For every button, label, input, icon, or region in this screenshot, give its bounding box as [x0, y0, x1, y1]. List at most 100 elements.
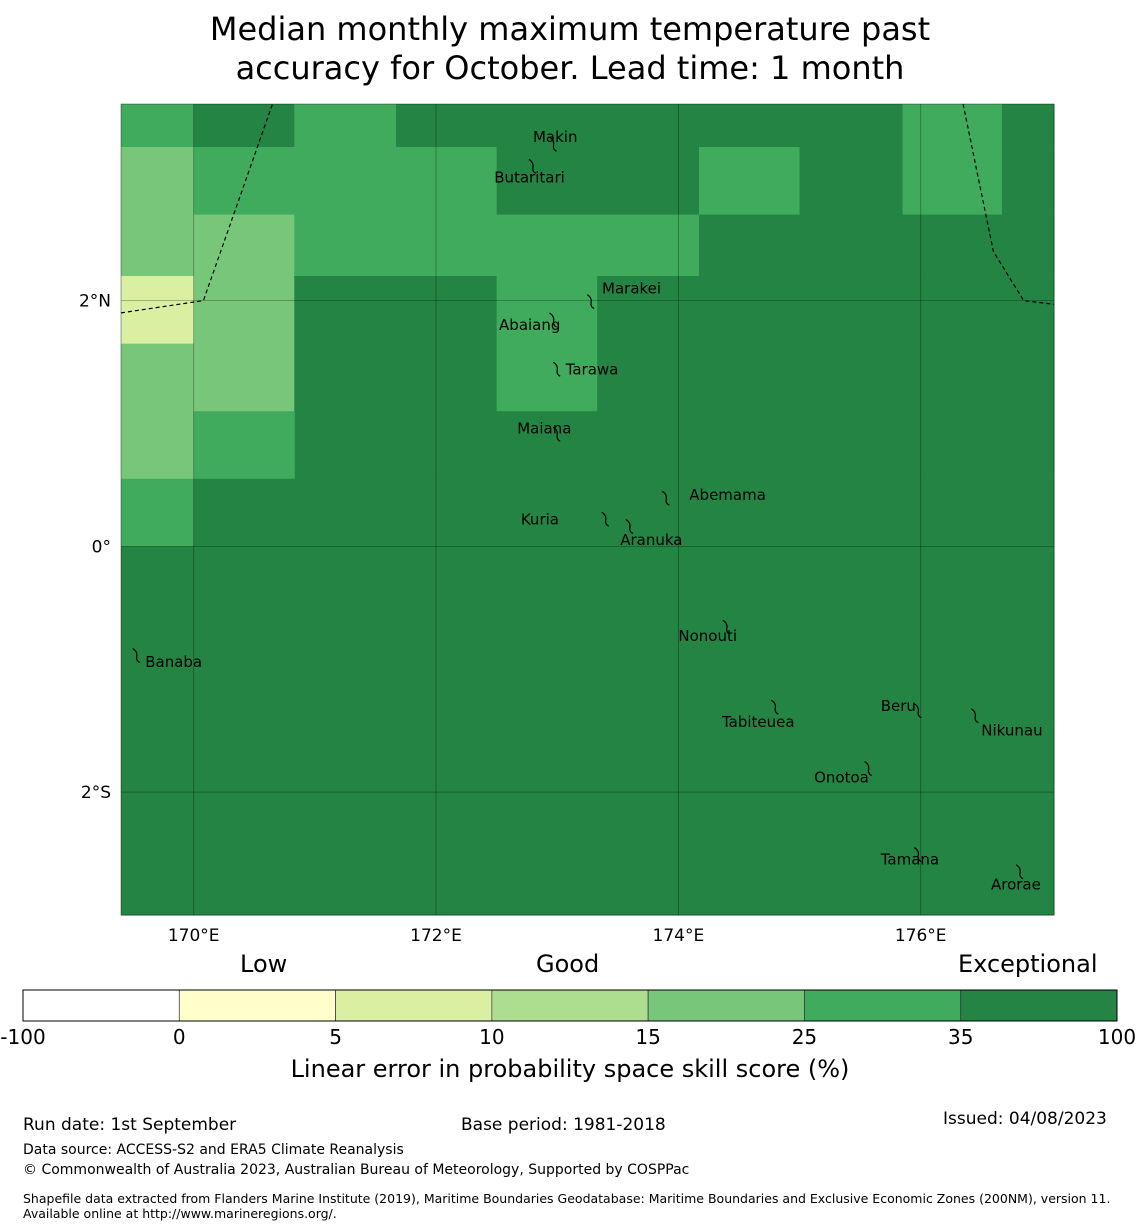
map-title-line-2: accuracy for October. Lead time: 1 month [235, 49, 905, 87]
island-label-nonouti: Nonouti [678, 627, 737, 645]
colorbar-segment-5 [804, 989, 962, 1022]
colorbar-tick-label: 100 [1097, 1025, 1137, 1049]
island-outline-aranuka [625, 518, 634, 535]
copyright: © Commonwealth of Australia 2023, Austra… [23, 1162, 690, 1178]
island-label-banaba: Banaba [145, 653, 202, 671]
shapefile-credit: Shapefile data extracted from Flanders M… [23, 1191, 1111, 1221]
island-label-tarawa: Tarawa [565, 360, 619, 378]
skill-cell-23 [193, 411, 295, 480]
island-outline-banaba [132, 647, 141, 664]
island-label-aranuka: Aranuka [620, 531, 682, 549]
lon-tick-label-172: 172°E [410, 926, 462, 946]
colorbar-segment-0 [22, 989, 180, 1022]
skill-cell-8 [496, 147, 700, 216]
island-label-butaritari: Butaritari [494, 169, 565, 187]
island-outline-marakei [586, 294, 595, 310]
colorbar-tick-label: 25 [791, 1025, 818, 1049]
island-outline-abemama [661, 490, 670, 506]
data-source: Data source: ACCESS-S2 and ERA5 Climate … [23, 1142, 404, 1158]
island-label-tamana: Tamana [880, 851, 939, 869]
skill-cell-3 [396, 104, 904, 148]
colorbar-frame [22, 989, 1118, 1022]
island-label-nikunau: Nikunau [981, 722, 1042, 740]
skill-cell-26 [193, 478, 1055, 547]
colorbar-tick-label: -100 [0, 1025, 46, 1049]
skill-cell-7 [193, 147, 498, 216]
skill-cell-18 [193, 276, 295, 412]
island-label-marakei: Marakei [602, 279, 661, 297]
skill-cell-4 [902, 104, 1003, 148]
skill-cell-10 [799, 147, 904, 216]
colorbar-word-good: Good [536, 950, 600, 978]
skill-cell-27 [121, 546, 1055, 916]
skill-cell-0 [121, 104, 195, 148]
island-outline-nonouti [722, 619, 731, 635]
skill-cell-22 [121, 343, 195, 480]
island-outline-makin [549, 136, 557, 152]
colorbar-tick-label: 5 [329, 1025, 342, 1049]
colorbar-segment-3 [491, 989, 649, 1022]
island-outline-beru [913, 703, 922, 719]
colorbar-segment-2 [335, 989, 493, 1022]
island-outline-maiana [552, 426, 561, 442]
island-outline-onotoa [864, 761, 872, 777]
skill-cell-5 [1001, 104, 1055, 148]
skill-cell-1 [193, 104, 295, 148]
island-outline-tarawa [552, 361, 561, 377]
lat-tick-label--2: 2°S [81, 783, 111, 803]
map-title-line-1: Median monthly maximum temperature past [209, 10, 931, 48]
colorbar-tick-label: 0 [172, 1025, 186, 1049]
colorbar-tick-label: 10 [479, 1025, 505, 1049]
skill-cell-21 [597, 276, 1055, 480]
base-period: Base period: 1981-2018 [461, 1115, 666, 1135]
skill-cell-25 [121, 478, 195, 547]
map-frame [120, 103, 1055, 916]
island-label-maiana: Maiana [517, 419, 571, 437]
colorbar-segment-4 [647, 989, 805, 1022]
lat-tick-label-0: 0° [92, 537, 111, 557]
island-outline-arorae [1015, 864, 1024, 880]
issued-date: Issued: 04/08/2023 [943, 1109, 1107, 1129]
skill-cell-13 [121, 214, 195, 277]
map-title: Median monthly maximum temperature past … [0, 10, 1140, 88]
island-label-makin: Makin [533, 128, 578, 146]
lon-tick-label-174: 174°E [653, 926, 705, 946]
skill-cell-20 [496, 276, 598, 412]
skill-cell-17 [121, 276, 195, 345]
island-outline-kuria [601, 511, 609, 527]
island-outline-abaiang [549, 312, 557, 328]
colorbar-word-low: Low [240, 950, 288, 978]
skill-cell-9 [698, 147, 801, 216]
island-label-onotoa: Onotoa [814, 768, 869, 786]
skill-cell-11 [902, 147, 1003, 216]
colorbar-segment-1 [178, 989, 336, 1022]
skill-cell-16 [698, 214, 1055, 277]
colorbar-axis-label: Linear error in probability space skill … [290, 1055, 850, 1083]
skill-cell-14 [193, 214, 295, 277]
lon-tick-label-176: 176°E [895, 926, 947, 946]
skill-cell-15 [294, 214, 700, 277]
island-label-arorae: Arorae [991, 875, 1041, 893]
island-outline-butaritari [528, 158, 537, 174]
island-label-tabiteuea: Tabiteuea [721, 713, 795, 731]
skill-cell-24 [496, 411, 598, 480]
island-label-kuria: Kuria [521, 510, 559, 528]
colorbar-tick-label: 35 [947, 1025, 974, 1049]
colorbar-tick-label: 15 [635, 1025, 661, 1049]
skill-cell-2 [294, 104, 397, 148]
colorbar-segment-6 [960, 989, 1118, 1022]
skill-cell-19 [294, 276, 498, 480]
skill-cell-6 [121, 147, 195, 216]
lat-tick-label-2: 2°N [79, 292, 111, 312]
island-label-abaiang: Abaiang [499, 316, 560, 334]
island-label-abemama: Abemama [689, 486, 766, 504]
colorbar-word-exceptional: Exceptional [958, 950, 1098, 978]
island-outline-tabiteuea [770, 699, 779, 715]
island-outline-nikunau [970, 708, 979, 724]
lon-tick-label-170: 170°E [168, 926, 220, 946]
island-label-beru: Beru [881, 697, 916, 715]
island-outline-tamana [913, 847, 922, 863]
run-date: Run date: 1st September [23, 1115, 237, 1135]
skill-cell-12 [1001, 147, 1055, 216]
